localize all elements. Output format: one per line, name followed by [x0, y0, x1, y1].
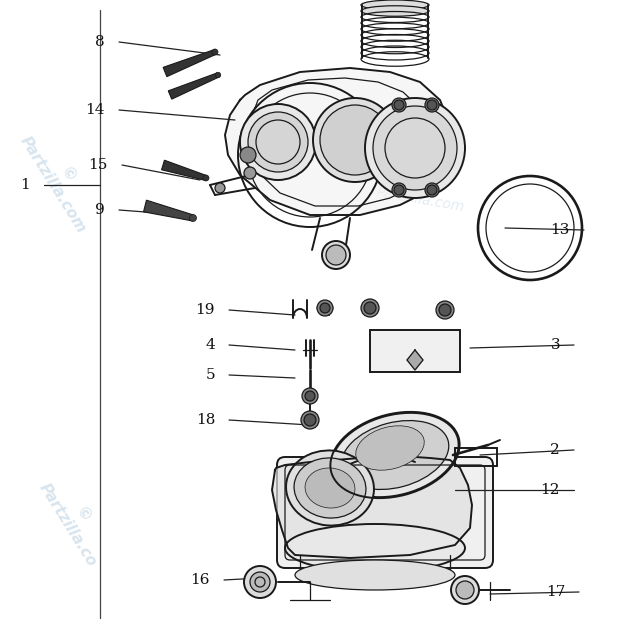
Polygon shape: [225, 68, 450, 215]
Circle shape: [439, 304, 451, 316]
Text: 9: 9: [96, 203, 105, 217]
Circle shape: [320, 105, 390, 175]
Circle shape: [425, 183, 439, 197]
Ellipse shape: [285, 524, 465, 572]
Text: 17: 17: [545, 585, 565, 599]
Circle shape: [451, 576, 479, 604]
Circle shape: [373, 106, 457, 190]
Circle shape: [250, 572, 270, 592]
Circle shape: [322, 241, 350, 269]
Ellipse shape: [361, 6, 429, 16]
Text: 5: 5: [205, 368, 215, 382]
Text: Partzilla.com: Partzilla.com: [375, 185, 465, 215]
Circle shape: [301, 411, 319, 429]
Ellipse shape: [356, 426, 424, 470]
Circle shape: [212, 49, 218, 55]
Circle shape: [427, 185, 437, 195]
Circle shape: [305, 391, 315, 401]
Circle shape: [203, 175, 209, 181]
Ellipse shape: [361, 0, 429, 10]
Text: 19: 19: [196, 303, 215, 317]
Polygon shape: [169, 73, 219, 99]
Polygon shape: [163, 50, 216, 77]
Circle shape: [392, 98, 406, 112]
Text: 14: 14: [85, 103, 105, 117]
Text: 13: 13: [551, 223, 570, 237]
Circle shape: [244, 566, 276, 598]
Ellipse shape: [341, 421, 449, 490]
Circle shape: [320, 303, 330, 313]
Circle shape: [326, 245, 346, 265]
Text: 15: 15: [88, 158, 108, 172]
Ellipse shape: [305, 468, 355, 508]
FancyBboxPatch shape: [277, 457, 493, 568]
Text: 3: 3: [551, 338, 560, 352]
Text: 12: 12: [540, 483, 560, 497]
Ellipse shape: [286, 450, 374, 525]
Ellipse shape: [294, 458, 366, 518]
Text: 2: 2: [550, 443, 560, 457]
Polygon shape: [272, 456, 472, 558]
Circle shape: [427, 100, 437, 110]
Text: 1: 1: [21, 178, 30, 192]
Polygon shape: [144, 200, 194, 221]
Circle shape: [215, 183, 225, 193]
Circle shape: [364, 302, 376, 314]
Circle shape: [361, 299, 379, 317]
Ellipse shape: [331, 413, 458, 497]
Bar: [455, 448, 497, 466]
Circle shape: [190, 214, 197, 222]
Ellipse shape: [295, 560, 455, 590]
Circle shape: [392, 183, 406, 197]
Circle shape: [248, 112, 308, 172]
Bar: [370, 330, 460, 372]
Text: Partzilla.com: Partzilla.com: [385, 485, 475, 515]
Text: 4: 4: [205, 338, 215, 352]
Circle shape: [394, 185, 404, 195]
Text: 18: 18: [196, 413, 215, 427]
Circle shape: [365, 98, 465, 198]
Text: ©
Partzilla.co: © Partzilla.co: [36, 471, 114, 569]
Text: 16: 16: [190, 573, 210, 587]
Circle shape: [240, 147, 256, 163]
Circle shape: [244, 167, 256, 179]
Polygon shape: [407, 350, 423, 370]
Circle shape: [304, 414, 316, 426]
Circle shape: [436, 301, 454, 319]
Circle shape: [215, 72, 221, 77]
Circle shape: [394, 100, 404, 110]
Circle shape: [313, 98, 397, 182]
Text: 8: 8: [96, 35, 105, 49]
Circle shape: [302, 388, 318, 404]
Circle shape: [317, 300, 333, 316]
Polygon shape: [162, 160, 207, 180]
Text: ©
Partzilla.com: © Partzilla.com: [17, 124, 103, 236]
Circle shape: [456, 581, 474, 599]
Circle shape: [425, 98, 439, 112]
Circle shape: [240, 104, 316, 180]
